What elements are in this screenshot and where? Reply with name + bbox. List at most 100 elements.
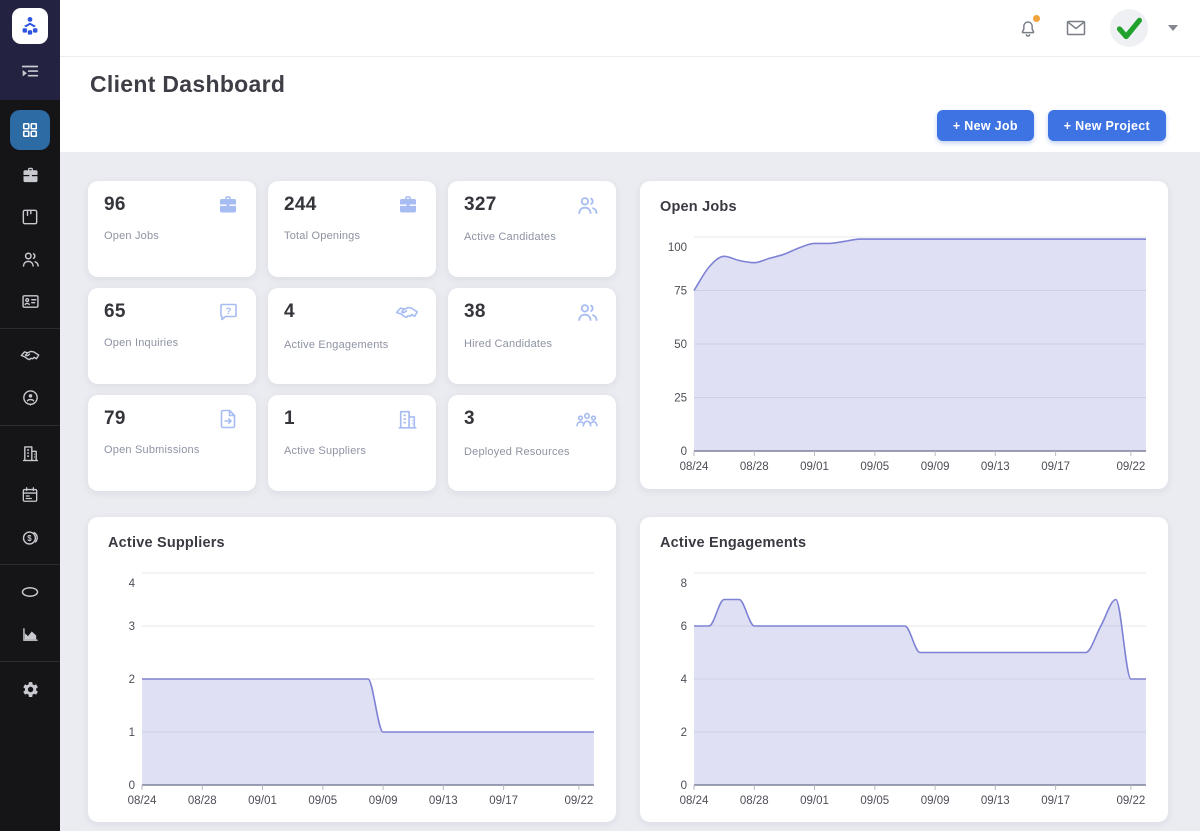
sidebar-group-operations: $ <box>0 425 60 564</box>
stat-label: Active Candidates <box>464 230 600 246</box>
svg-text:08/28: 08/28 <box>188 795 217 807</box>
dashboard-active-tile <box>10 110 50 150</box>
svg-text:09/13: 09/13 <box>981 461 1010 473</box>
id-card-icon <box>20 291 41 312</box>
database-icon <box>19 581 41 603</box>
sidebar-item-dashboard[interactable] <box>0 106 60 154</box>
handshake-icon <box>394 300 420 331</box>
svg-text:2: 2 <box>681 727 687 739</box>
svg-text:09/17: 09/17 <box>1041 461 1070 473</box>
stat-label: Active Suppliers <box>284 444 420 460</box>
stat-label: Total Openings <box>284 229 420 245</box>
app-logo[interactable] <box>12 8 48 44</box>
sidebar-item-id-card[interactable] <box>0 280 60 322</box>
main-area: Client Dashboard + New Job + New Project… <box>60 0 1200 831</box>
briefcase-icon <box>216 193 240 222</box>
chart-title: Open Jobs <box>660 199 1148 215</box>
svg-text:08/24: 08/24 <box>680 461 709 473</box>
stat-label: Open Submissions <box>104 443 240 459</box>
dashboard-content: 96 Open Jobs 244 Total Openings 327 Acti… <box>60 152 1200 822</box>
new-project-button[interactable]: + New Project <box>1048 110 1166 141</box>
svg-text:09/05: 09/05 <box>860 461 889 473</box>
person-pin-icon <box>20 388 41 409</box>
svg-text:09/01: 09/01 <box>800 795 829 807</box>
stat-value: 1 <box>284 408 295 430</box>
svg-text:25: 25 <box>674 393 687 405</box>
active-engagements-chart: 0246808/2408/2809/0109/0509/0909/1309/17… <box>660 565 1148 815</box>
chart-title: Active Engagements <box>660 535 1148 551</box>
stat-card: 3 Deployed Resources <box>448 395 616 491</box>
candidates-people-icon <box>20 249 41 270</box>
sidebar-item-board[interactable] <box>0 196 60 238</box>
new-job-button[interactable]: + New Job <box>937 110 1034 141</box>
calendar-icon <box>20 485 40 505</box>
page-title: Client Dashboard <box>90 71 1166 98</box>
open-jobs-chart-card: Open Jobs 025507510008/2408/2809/0109/05… <box>640 181 1168 489</box>
svg-text:4: 4 <box>129 578 136 590</box>
svg-text:$: $ <box>27 533 32 542</box>
profile-dropdown-caret[interactable] <box>1168 25 1178 31</box>
jobs-briefcase-icon <box>20 165 41 186</box>
svg-text:09/22: 09/22 <box>565 795 594 807</box>
stat-label: Open Inquiries <box>104 336 240 352</box>
active-suppliers-chart-card: Active Suppliers 0123408/2408/2809/0109/… <box>88 517 616 822</box>
stat-card: 1 Active Suppliers <box>268 395 436 491</box>
stat-card: 79 Open Submissions <box>88 395 256 491</box>
sidebar-item-jobs[interactable] <box>0 154 60 196</box>
header-actions: + New Job + New Project <box>90 110 1166 141</box>
sidebar-item-settings[interactable] <box>0 668 60 710</box>
engagements-handshake-icon <box>19 345 41 367</box>
people-icon <box>575 193 600 223</box>
messages-button[interactable] <box>1062 14 1090 42</box>
submission-icon <box>216 407 240 436</box>
svg-text:0: 0 <box>681 446 687 458</box>
svg-text:08/28: 08/28 <box>740 795 769 807</box>
svg-text:4: 4 <box>681 674 688 686</box>
stat-value: 65 <box>104 301 126 323</box>
open-jobs-chart: 025507510008/2408/2809/0109/0509/0909/13… <box>660 229 1148 481</box>
inquiry-icon: ? <box>216 300 240 329</box>
sidebar-item-calendar[interactable] <box>0 474 60 516</box>
svg-text:09/09: 09/09 <box>921 795 950 807</box>
topbar <box>60 0 1200 57</box>
svg-text:09/09: 09/09 <box>921 461 950 473</box>
sidebar-item-reports[interactable] <box>0 613 60 655</box>
stat-label: Open Jobs <box>104 229 240 245</box>
sidebar-item-billing[interactable]: $ <box>0 516 60 558</box>
billing-dollar-icon: $ <box>20 527 41 548</box>
svg-text:?: ? <box>226 306 232 317</box>
logo-mark-icon <box>18 14 42 38</box>
stat-card: 4 Active Engagements <box>268 288 436 384</box>
stat-label: Active Engagements <box>284 338 420 354</box>
page-header: Client Dashboard + New Job + New Project <box>60 57 1200 152</box>
svg-text:3: 3 <box>129 621 135 633</box>
building-icon <box>395 407 420 437</box>
suppliers-building-icon <box>20 443 41 464</box>
stat-value: 79 <box>104 408 126 430</box>
sidebar-item-engagements[interactable] <box>0 335 60 377</box>
user-avatar[interactable] <box>1110 9 1148 47</box>
active-engagements-chart-card: Active Engagements 0246808/2408/2809/010… <box>640 517 1168 822</box>
sidebar-toggle-button[interactable] <box>12 54 48 90</box>
stat-value: 244 <box>284 194 317 216</box>
menu-toggle-icon <box>19 61 41 83</box>
stat-value: 327 <box>464 194 497 216</box>
stat-card: 65 ? Open Inquiries <box>88 288 256 384</box>
svg-text:09/22: 09/22 <box>1117 795 1146 807</box>
notifications-button[interactable] <box>1014 14 1042 42</box>
active-suppliers-chart: 0123408/2408/2809/0109/0509/0909/1309/17… <box>108 565 596 815</box>
sidebar-item-candidates[interactable] <box>0 238 60 280</box>
people-icon <box>575 300 600 330</box>
sidebar-item-database[interactable] <box>0 571 60 613</box>
svg-text:09/05: 09/05 <box>860 795 889 807</box>
sidebar-group-data <box>0 564 60 661</box>
stat-value: 38 <box>464 301 486 323</box>
sidebar-item-suppliers[interactable] <box>0 432 60 474</box>
dashboard-grid-icon <box>20 120 40 140</box>
sidebar-item-profile[interactable] <box>0 377 60 419</box>
svg-text:100: 100 <box>668 242 687 254</box>
svg-text:09/13: 09/13 <box>981 795 1010 807</box>
svg-text:09/05: 09/05 <box>308 795 337 807</box>
sidebar-group-engagement <box>0 328 60 425</box>
svg-text:0: 0 <box>681 780 687 792</box>
